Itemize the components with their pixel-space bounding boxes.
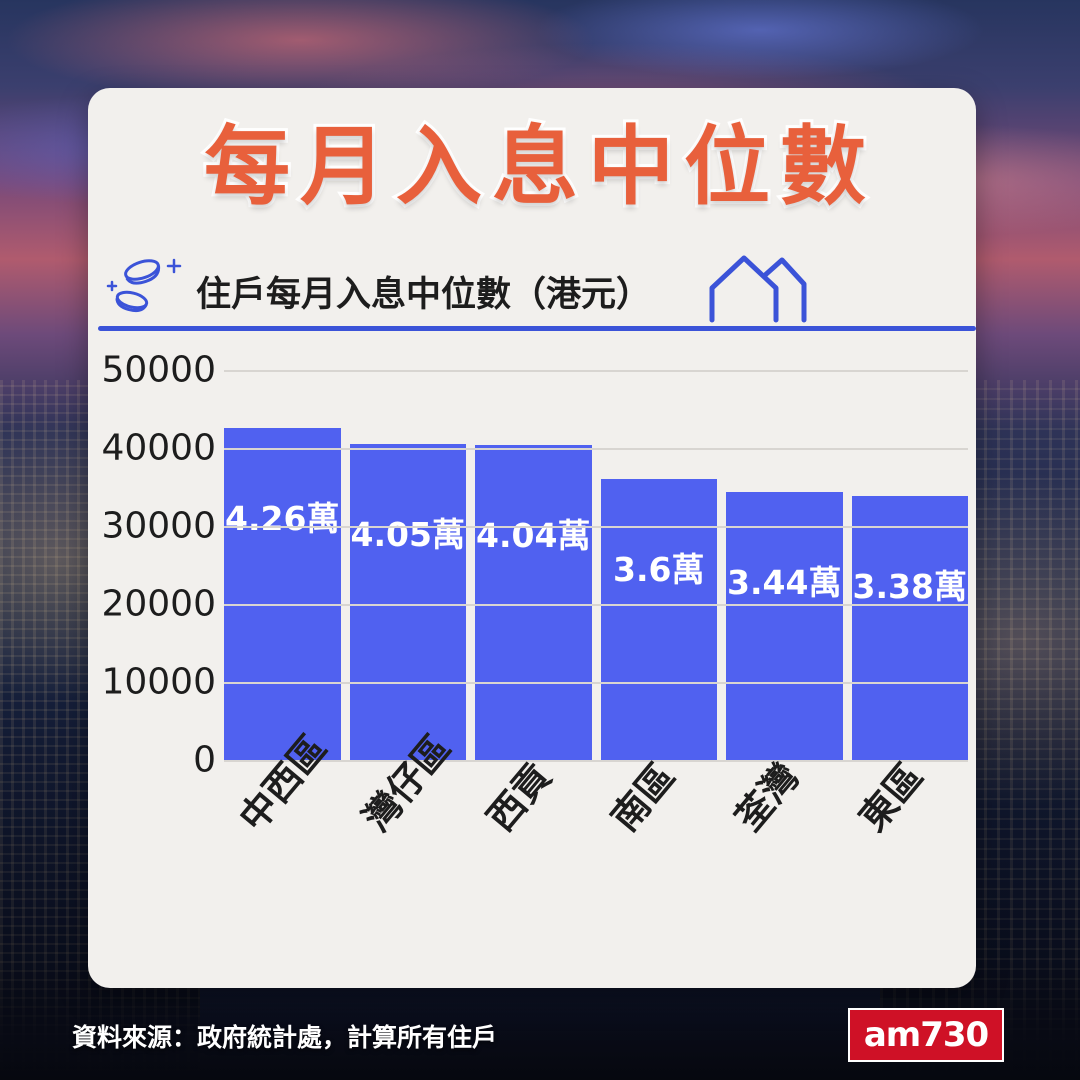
brand-logo: am730 — [848, 1008, 1004, 1062]
bar[interactable] — [851, 496, 968, 760]
bar[interactable] — [349, 444, 466, 760]
bar-value-label: 3.6萬 — [613, 550, 705, 590]
bar[interactable] — [224, 427, 341, 760]
bar[interactable] — [475, 444, 592, 760]
page-title: 每月入息中位數 — [201, 114, 876, 220]
y-axis-tick-label: 40000 — [101, 427, 216, 469]
bar-series: 4.26萬 4.05萬 4.04萬 3.6萬 3.44萬 3.38萬 — [224, 370, 968, 760]
bar-value-label: 4.04萬 — [476, 515, 591, 555]
gridline — [224, 604, 968, 606]
chart-grid: 4.26萬 4.05萬 4.04萬 3.6萬 3.44萬 3.38萬 — [224, 370, 968, 762]
gridline — [224, 370, 968, 372]
bar-group: 3.38萬 — [851, 370, 968, 760]
bar-group: 4.05萬 — [349, 370, 466, 760]
subtitle-divider — [98, 326, 976, 331]
y-axis-tick-label: 50000 — [101, 349, 216, 391]
y-axis-tick-label: 0 — [193, 739, 216, 781]
gridline — [224, 682, 968, 684]
y-axis-labels: 0 10000 20000 30000 40000 50000 — [88, 350, 216, 781]
subtitle-row: 住戶每月入息中位數（港元） — [96, 248, 976, 340]
source-note: 資料來源：政府統計處，計算所有住戶 — [72, 1023, 498, 1052]
y-axis-tick-label: 10000 — [101, 661, 216, 703]
bar-value-label: 4.05萬 — [350, 515, 465, 555]
bar-group: 4.04萬 — [475, 370, 592, 760]
brand-logo-text: am730 — [863, 1015, 989, 1055]
bar-value-label: 3.38萬 — [852, 567, 967, 607]
y-axis-tick-label: 30000 — [101, 505, 216, 547]
gridline — [224, 526, 968, 528]
x-axis-labels: 中西區 灣仔區 西貢 南區 荃灣 東區 — [224, 727, 968, 966]
gridline — [224, 448, 968, 450]
house-icon — [704, 250, 812, 331]
chart-area: 0 10000 20000 30000 40000 50000 4.26萬 4.05萬 4.0… — [88, 350, 968, 800]
gridline — [224, 760, 968, 762]
y-axis-tick-label: 20000 — [101, 583, 216, 625]
bar-group: 3.6萬 — [600, 370, 717, 760]
bar-group: 4.26萬 — [224, 370, 341, 760]
coins-icon — [102, 252, 192, 327]
bar-group: 3.44萬 — [726, 370, 843, 760]
bar-value-label: 3.44萬 — [727, 562, 842, 602]
bar-value-label: 4.26萬 — [225, 498, 340, 538]
subtitle-text: 住戶每月入息中位數（港元） — [196, 275, 652, 315]
bar[interactable] — [600, 479, 717, 760]
bar[interactable] — [726, 491, 843, 760]
